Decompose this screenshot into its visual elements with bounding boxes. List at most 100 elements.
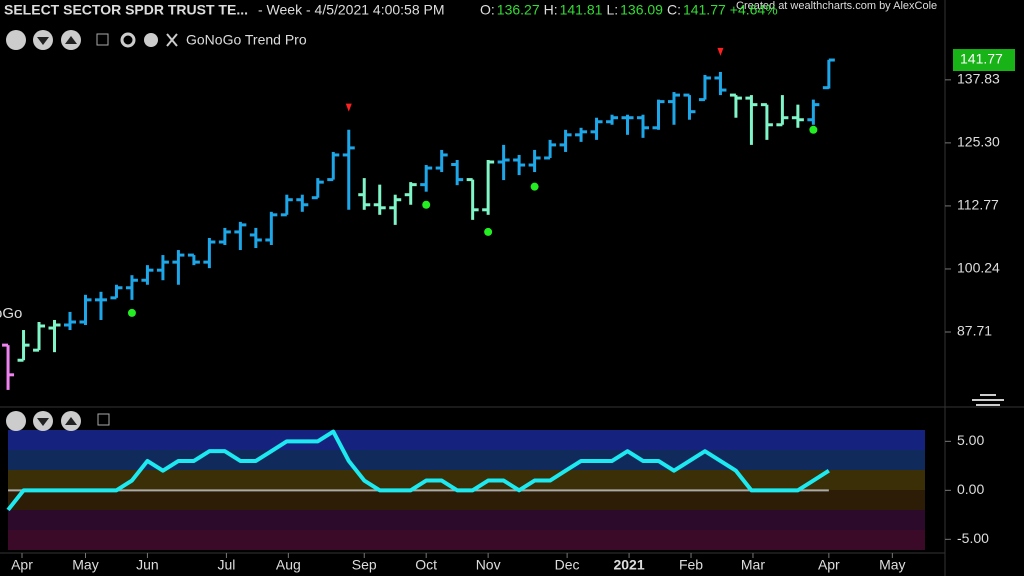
icon-button[interactable] bbox=[144, 33, 158, 47]
change: +4.64% bbox=[730, 2, 778, 18]
icon-button[interactable] bbox=[120, 32, 136, 48]
oscillator-line bbox=[6, 429, 830, 512]
x-tick-label: Jul bbox=[217, 557, 235, 573]
go-dot bbox=[809, 125, 818, 134]
ohlc-bar bbox=[637, 114, 650, 138]
icon-button[interactable] bbox=[97, 413, 110, 426]
ohlc-bar bbox=[234, 221, 247, 251]
icon-button[interactable] bbox=[972, 394, 1004, 406]
quote-label: H: bbox=[544, 2, 558, 18]
band bbox=[8, 530, 925, 550]
quote-value: 141.77 bbox=[683, 2, 726, 18]
ohlc-bar bbox=[513, 154, 526, 176]
ohlc-bar bbox=[621, 114, 634, 135]
ohlc-bar bbox=[466, 178, 479, 220]
y-tick-label: 0.00 bbox=[957, 481, 984, 497]
icon-button[interactable] bbox=[6, 411, 26, 431]
icon bbox=[65, 417, 77, 425]
icon-button[interactable] bbox=[166, 33, 178, 47]
ohlc-bar bbox=[575, 127, 588, 142]
ohlc-bar bbox=[807, 99, 820, 125]
ohlc-bar bbox=[544, 139, 557, 160]
band bbox=[8, 490, 925, 510]
ohlc-bar bbox=[822, 58, 835, 90]
indicator-title: GoNoGo Trend Pro bbox=[186, 32, 307, 48]
ohlc-bar bbox=[342, 129, 355, 210]
x-tick-label: Feb bbox=[679, 557, 703, 573]
x-tick-label: Oct bbox=[415, 557, 437, 573]
quote-label: L: bbox=[606, 2, 618, 18]
ohlc-bar bbox=[683, 93, 696, 120]
x-tick-label: Aug bbox=[276, 557, 301, 573]
ohlc-bar bbox=[729, 93, 742, 118]
ohlc-bar bbox=[249, 227, 262, 249]
ohlc-bar bbox=[497, 144, 510, 181]
go-dot bbox=[127, 308, 136, 317]
band bbox=[8, 430, 925, 450]
icon bbox=[65, 36, 77, 44]
ohlc-bar bbox=[172, 250, 185, 285]
go-dot bbox=[422, 200, 431, 209]
ohlc-bar bbox=[17, 330, 30, 362]
ohlc-bar bbox=[79, 294, 92, 326]
icon bbox=[37, 418, 49, 426]
ohlc-bar bbox=[203, 237, 216, 269]
ohlc-bar bbox=[64, 311, 76, 331]
price-badge-label: 141.77 bbox=[960, 51, 1003, 67]
y-tick-label: 100.24 bbox=[957, 260, 1000, 276]
ohlc-bar bbox=[265, 211, 278, 246]
icon-button[interactable] bbox=[6, 30, 26, 50]
icon bbox=[37, 37, 49, 45]
y-tick-label: -5.00 bbox=[957, 530, 989, 546]
ohlc-bar bbox=[652, 99, 665, 130]
ohlc-bar bbox=[33, 321, 46, 352]
ohlc-bar bbox=[776, 95, 789, 127]
ohlc-bar bbox=[559, 129, 572, 152]
ohlc-bar bbox=[698, 74, 711, 102]
ohlc-bar bbox=[528, 149, 541, 173]
go-dot bbox=[530, 182, 539, 191]
quote-value: 136.09 bbox=[620, 2, 663, 18]
ohlc-bar bbox=[94, 291, 107, 320]
quote-label: O: bbox=[480, 2, 495, 18]
y-tick-label: 125.30 bbox=[957, 134, 1000, 150]
band bbox=[8, 510, 925, 530]
toolbar[interactable] bbox=[6, 30, 1004, 431]
ohlc-bar bbox=[606, 114, 619, 125]
ohlc-bar bbox=[667, 92, 680, 125]
ohlc-bar bbox=[141, 265, 154, 285]
ohlc-bar bbox=[404, 182, 417, 205]
side-label: oGo bbox=[0, 305, 22, 322]
y-tick-label: 112.77 bbox=[957, 197, 999, 213]
x-tick-label: Dec bbox=[555, 557, 580, 573]
ohlc-bar bbox=[435, 149, 448, 173]
x-tick-label: Apr bbox=[11, 557, 33, 573]
quote-label: C: bbox=[667, 2, 681, 18]
ohlc-bar bbox=[389, 194, 402, 225]
price-badge bbox=[953, 49, 1015, 72]
y-tick-label: 137.83 bbox=[957, 71, 1000, 87]
y-tick-label: 5.00 bbox=[957, 432, 984, 448]
ohlc-bar bbox=[590, 117, 603, 140]
ohlc-bar bbox=[745, 95, 758, 145]
ohlc-bar bbox=[156, 255, 169, 281]
down-marker bbox=[345, 103, 352, 112]
ohlc-bar bbox=[311, 178, 324, 200]
quote-value: 141.81 bbox=[560, 2, 603, 18]
ohlc-bar bbox=[327, 151, 340, 182]
ohlc-bar bbox=[358, 178, 371, 210]
icon-button[interactable] bbox=[96, 33, 109, 46]
x-tick-label: Jun bbox=[136, 557, 159, 573]
ohlc-bar bbox=[714, 71, 727, 96]
ohlc-bar bbox=[482, 159, 495, 215]
go-dot bbox=[484, 227, 493, 236]
ohlc-bar bbox=[420, 165, 433, 192]
ohlc-bar bbox=[373, 184, 386, 215]
ohlc-bar bbox=[48, 319, 61, 353]
x-tick-label: 2021 bbox=[613, 557, 644, 573]
ohlc-bar bbox=[296, 194, 309, 212]
symbol: SELECT SECTOR SPDR TRUST TE... bbox=[4, 2, 248, 18]
quote-value: 136.27 bbox=[497, 2, 540, 18]
